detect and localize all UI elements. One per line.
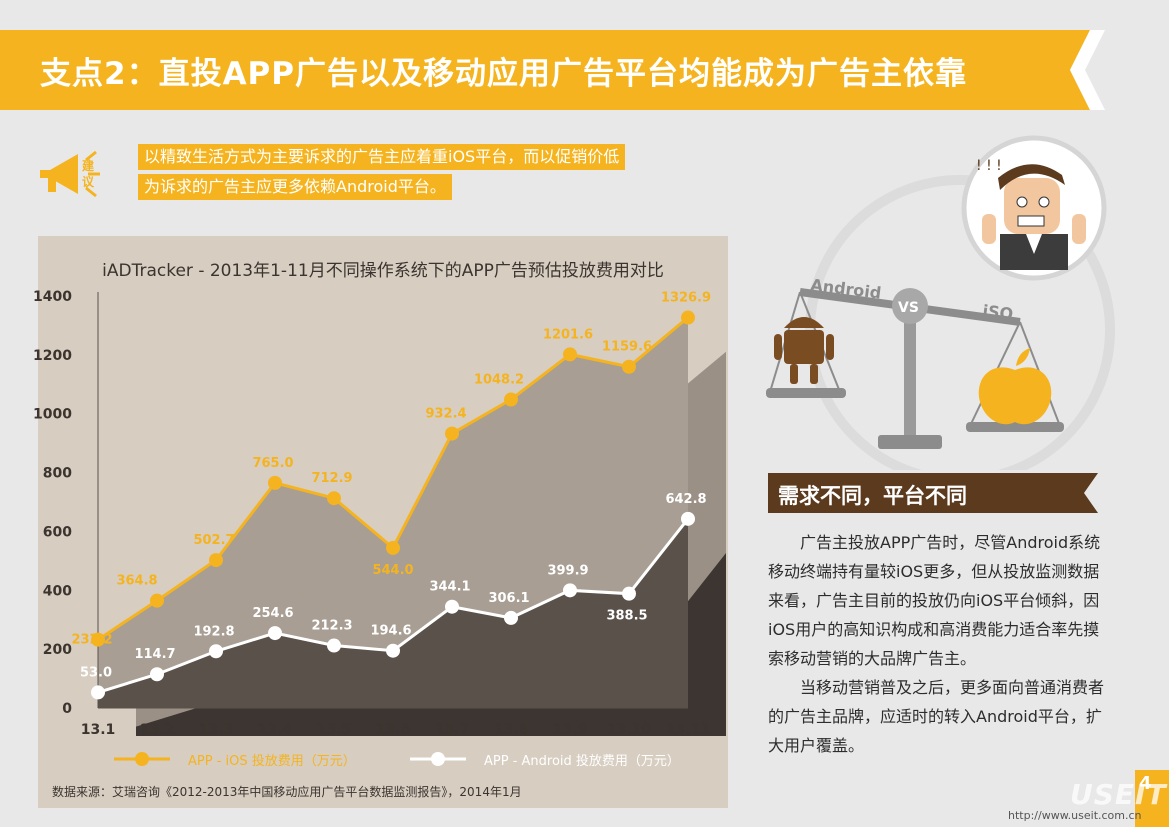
banner-shape: [0, 30, 1105, 110]
android-point: [504, 610, 518, 625]
ios-point: [445, 426, 459, 441]
chart-title: iADTracker - 2013年1-11月不同操作系统下的APP广告预估投放…: [102, 261, 664, 281]
x-tick-label: 13.3: [199, 722, 234, 738]
svg-text:议: 议: [82, 174, 95, 189]
android-data-label: 399.9: [547, 563, 588, 578]
x-tick-label: 13.11: [666, 722, 710, 738]
x-tick-label: 13.1: [81, 722, 116, 738]
android-point: [622, 586, 636, 601]
x-tick-label: 13.2: [140, 722, 175, 738]
header-banner: 支点2：直投APP广告以及移动应用广告平台均能成为广告主依靠: [0, 30, 1105, 110]
y-tick-label: 200: [43, 642, 72, 658]
suggestion-callout: 建 议 以精致生活方式为主要诉求的广告主应着重iOS平台，而以促销价低 为诉求的…: [30, 140, 750, 202]
ios-data-label: 712.9: [311, 471, 352, 486]
suggestion-icon-label: 建: [81, 158, 95, 173]
legend-android-label: APP - Android 投放费用（万元）: [484, 754, 680, 769]
android-point: [386, 643, 400, 658]
android-robot-icon: [774, 317, 834, 384]
suggestion-line-1: 以精致生活方式为主要诉求的广告主应着重iOS平台，而以促销价低: [138, 144, 626, 170]
ios-point: [209, 553, 223, 568]
x-tick-label: 13.4: [258, 722, 293, 738]
ios-data-label: 1326.9: [661, 291, 711, 306]
y-tick-label: 600: [43, 524, 72, 540]
ios-point: [681, 310, 695, 325]
y-tick-label: 400: [43, 583, 72, 599]
section-heading: 需求不同，平台不同: [768, 473, 1106, 513]
watermark-url: http://www.useit.com.cn: [1008, 809, 1142, 822]
watermark-logo: USEIT: [1070, 778, 1167, 811]
y-tick-label: 1000: [33, 407, 72, 423]
android-point: [445, 599, 459, 614]
vs-label: VS: [898, 300, 919, 316]
megaphone-icon: 建 议: [40, 150, 100, 198]
ios-data-label: 232.2: [71, 633, 112, 648]
ios-point: [327, 491, 341, 506]
ios-data-label: 544.0: [372, 563, 413, 578]
android-data-label: 53.0: [80, 665, 112, 680]
y-tick-label: 1400: [33, 289, 72, 305]
android-point: [327, 638, 341, 653]
android-data-label: 254.6: [252, 606, 293, 621]
android-data-label: 192.8: [193, 624, 234, 639]
ios-data-label: 1159.6: [602, 340, 652, 355]
ios-label: iSO: [982, 301, 1015, 324]
android-point: [681, 511, 695, 526]
section-body: 广告主投放APP广告时，尽管Android系统移动终端持有量较iOS更多，但从投…: [768, 528, 1104, 760]
ios-data-label: 932.4: [425, 407, 466, 422]
ios-data-label: 502.7: [193, 533, 234, 548]
y-tick-label: 800: [43, 466, 72, 482]
x-tick-label: 13.5: [317, 722, 352, 738]
android-data-label: 194.6: [370, 624, 411, 639]
android-data-label: 306.1: [488, 591, 529, 606]
section-paragraph-2: 当移动营销普及之后，更多面向普通消费者的广告主品牌，应适时的转入Android平…: [768, 678, 1105, 755]
android-data-label: 114.7: [134, 647, 175, 662]
x-tick-label: 13.6: [376, 722, 411, 738]
chart-source: 数据来源：艾瑞咨询《2012-2013年中国移动应用广告平台数据监测报告》，20…: [52, 785, 522, 799]
page-number-badge: [1135, 770, 1169, 827]
x-tick-label: 13.8: [494, 722, 529, 738]
ios-point: [504, 392, 518, 407]
illustration-scale: ! ! ! VS Android iSO: [760, 130, 1140, 485]
ios-point: [563, 347, 577, 362]
legend-android-marker: [410, 752, 466, 766]
x-tick-label: 13.7: [435, 722, 470, 738]
android-data-label: 388.5: [606, 609, 647, 624]
android-area: [98, 518, 688, 708]
section-heading-bg: [768, 473, 1098, 513]
legend-ios-label: APP - iOS 投放费用（万元）: [188, 754, 356, 769]
android-data-label: 344.1: [429, 580, 470, 595]
ios-point: [268, 475, 282, 490]
legend-ios-marker: [114, 752, 170, 766]
android-data-label: 212.3: [311, 619, 352, 634]
suggestion-line-2: 为诉求的广告主应更多依赖Android平台。: [138, 174, 452, 200]
ios-data-label: 1201.6: [543, 327, 593, 342]
android-data-label: 642.8: [665, 492, 706, 507]
ios-point: [91, 632, 105, 647]
scale-illustration: ! ! ! VS Android iSO: [766, 135, 1115, 485]
section-paragraph-1: 广告主投放APP广告时，尽管Android系统移动终端持有量较iOS更多，但从投…: [768, 533, 1101, 668]
ios-point: [622, 359, 636, 374]
x-tick-label: 13.10: [607, 722, 652, 738]
ios-point: [386, 540, 400, 555]
apple-logo-icon: [978, 348, 1052, 425]
x-tick-label: 13.9: [553, 722, 588, 738]
ios-data-label: 765.0: [252, 456, 293, 471]
android-point: [563, 583, 577, 598]
android-point: [209, 644, 223, 659]
page-title: 支点2：直投APP广告以及移动应用广告平台均能成为广告主依靠: [40, 56, 967, 92]
y-tick-label: 1200: [33, 348, 72, 364]
section-heading-text: 需求不同，平台不同: [778, 484, 967, 508]
ios-point: [150, 593, 164, 608]
ios-data-label: 364.8: [116, 574, 157, 589]
android-point: [268, 626, 282, 641]
svg-text:! ! !: ! ! !: [976, 158, 1002, 174]
y-tick-label: 0: [62, 701, 72, 717]
ios-data-label: 1048.2: [474, 373, 524, 388]
android-point: [91, 685, 105, 700]
android-point: [150, 667, 164, 682]
page-number: 4: [1139, 773, 1152, 794]
